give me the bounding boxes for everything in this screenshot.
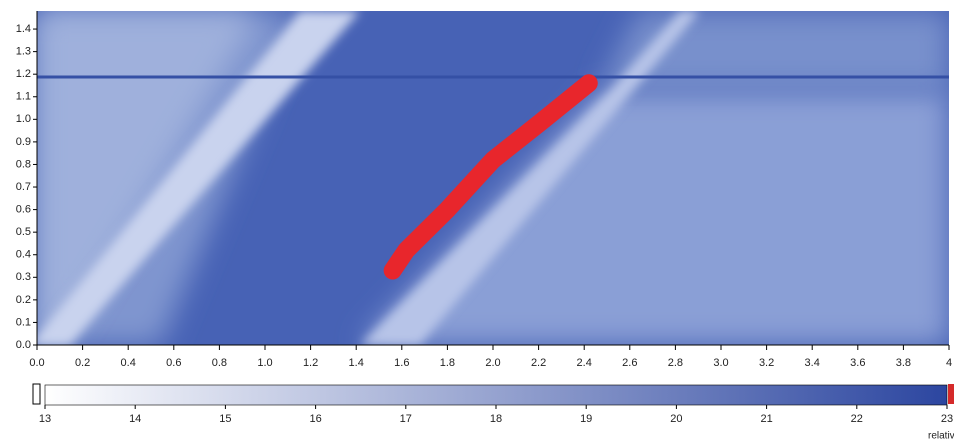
y-tick-label: 0.5	[16, 226, 31, 238]
x-tick-label: 1.0	[257, 357, 272, 369]
y-tick-label: 0.6	[16, 204, 31, 216]
page: relative 0.0 0.2 0.4 0.6 0.8 1.0 1.2 1.4 1.6 1.8 2…	[0, 0, 954, 441]
colorbar-low-marker	[33, 384, 40, 404]
x-tick-label: 0.0	[29, 357, 44, 369]
x-tick-label: 3.2	[759, 357, 774, 369]
colorbar-high-marker	[948, 384, 954, 404]
heatmap-field	[30, 11, 949, 345]
y-tick-label: 1.2	[16, 68, 31, 80]
colorbar-tick-label: 14	[129, 413, 141, 425]
x-tick-label: 2.4	[577, 357, 592, 369]
x-tick-label: 3.8	[896, 357, 911, 369]
chart: relative 0.0 0.2 0.4 0.6 0.8 1.0 1.2 1.4 1.6 1.8 2…	[0, 0, 954, 441]
y-tick-label: 1.1	[16, 91, 31, 103]
x-tick-label: 1.6	[394, 357, 409, 369]
x-tick-label: 1.2	[303, 357, 318, 369]
colorbar-tick-label: 20	[670, 413, 682, 425]
x-tick-label: 0.6	[166, 357, 181, 369]
x-tick-label: 0.8	[212, 357, 227, 369]
x-tick-label: 1.8	[440, 357, 455, 369]
x-tick-label: 0.2	[75, 357, 90, 369]
colorbar-tick-label: 18	[490, 413, 502, 425]
x-tick-label: 2.6	[622, 357, 637, 369]
x-tick-label: 3.0	[713, 357, 728, 369]
y-tick-label: 0.1	[16, 316, 31, 328]
colorbar-tick-label: 21	[760, 413, 772, 425]
x-tick-label: 0.4	[121, 357, 136, 369]
y-tick-label: 0.0	[16, 339, 31, 351]
x-tick-label: 3.6	[850, 357, 865, 369]
x-tick-label: 2.2	[531, 357, 546, 369]
colorbar-label: relative	[928, 431, 954, 441]
colorbar	[45, 385, 947, 405]
colorbar-tick-label: 19	[580, 413, 592, 425]
y-tick-label: 0.9	[16, 136, 31, 148]
y-tick-label: 0.7	[16, 181, 31, 193]
y-tick-label: 0.2	[16, 294, 31, 306]
colorbar-tick-label: 23	[941, 413, 953, 425]
x-tick-label: 1.4	[349, 357, 364, 369]
colorbar-tick-label: 17	[400, 413, 412, 425]
x-tick-label: 4	[946, 357, 952, 369]
x-tick-label: 3.4	[805, 357, 820, 369]
colorbar-tick-label: 16	[309, 413, 321, 425]
colorbar-tick-label: 13	[39, 413, 51, 425]
y-tick-label: 1.3	[16, 46, 31, 58]
y-tick-label: 0.3	[16, 271, 31, 283]
y-tick-label: 1.4	[16, 23, 31, 35]
colorbar-tick-label: 22	[851, 413, 863, 425]
y-tick-label: 0.8	[16, 158, 31, 170]
x-tick-label: 2.8	[668, 357, 683, 369]
y-tick-label: 0.4	[16, 249, 31, 261]
y-tick-label: 1.0	[16, 113, 31, 125]
colorbar-tick-label: 15	[219, 413, 231, 425]
x-tick-label: 2.0	[485, 357, 500, 369]
